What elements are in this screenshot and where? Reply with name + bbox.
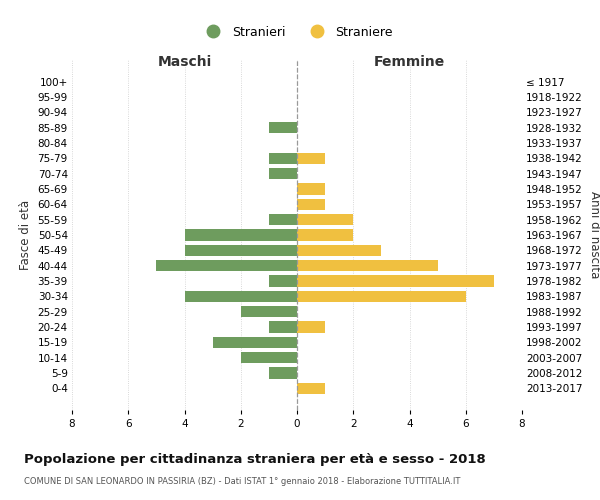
Bar [297,198,325,210]
Bar [297,244,382,256]
Bar [212,336,297,348]
Text: Popolazione per cittadinanza straniera per età e sesso - 2018: Popolazione per cittadinanza straniera p… [24,452,486,466]
Bar [297,152,325,164]
Text: Femmine: Femmine [374,56,445,70]
Bar [269,168,297,179]
Text: COMUNE DI SAN LEONARDO IN PASSIRIA (BZ) - Dati ISTAT 1° gennaio 2018 - Elaborazi: COMUNE DI SAN LEONARDO IN PASSIRIA (BZ) … [24,478,460,486]
Bar [185,229,297,241]
Bar [269,152,297,164]
Bar [297,260,437,272]
Text: Maschi: Maschi [157,56,212,70]
Bar [297,276,494,287]
Bar [185,290,297,302]
Bar [185,244,297,256]
Bar [269,368,297,379]
Legend: Stranieri, Straniere: Stranieri, Straniere [196,20,398,44]
Bar [269,214,297,226]
Bar [269,122,297,134]
Y-axis label: Anni di nascita: Anni di nascita [589,192,600,278]
Bar [157,260,297,272]
Bar [297,183,325,194]
Bar [241,306,297,318]
Bar [297,229,353,241]
Bar [297,322,325,333]
Bar [297,382,325,394]
Bar [269,276,297,287]
Y-axis label: Fasce di età: Fasce di età [19,200,32,270]
Bar [241,352,297,364]
Bar [269,322,297,333]
Bar [297,214,353,226]
Bar [297,290,466,302]
